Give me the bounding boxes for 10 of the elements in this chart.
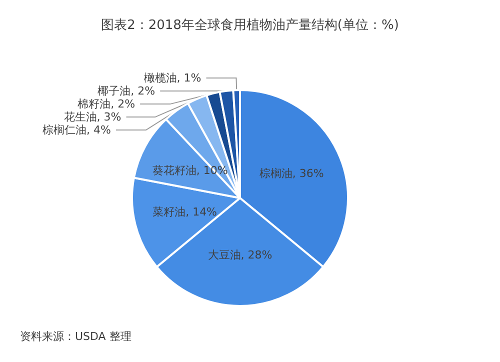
chart-title: 图表2：2018年全球食用植物油产量结构(单位：%) <box>101 18 399 33</box>
slice-label: 橄榄油, 1% <box>144 72 202 85</box>
slice-label: 棉籽油, 2% <box>78 98 136 111</box>
slice-label: 花生油, 3% <box>64 110 122 124</box>
text: 资料来源：USDA 整理 <box>20 330 132 343</box>
slice-label: 椰子油, 2% <box>98 84 156 98</box>
slice-label: 大豆油, 28% <box>208 248 272 262</box>
slice-label: 棕榈仁油, 4% <box>42 124 111 137</box>
slice-label: 菜籽油, 14% <box>152 206 218 219</box>
slice-label: 棕榈油, 36% <box>259 167 324 180</box>
